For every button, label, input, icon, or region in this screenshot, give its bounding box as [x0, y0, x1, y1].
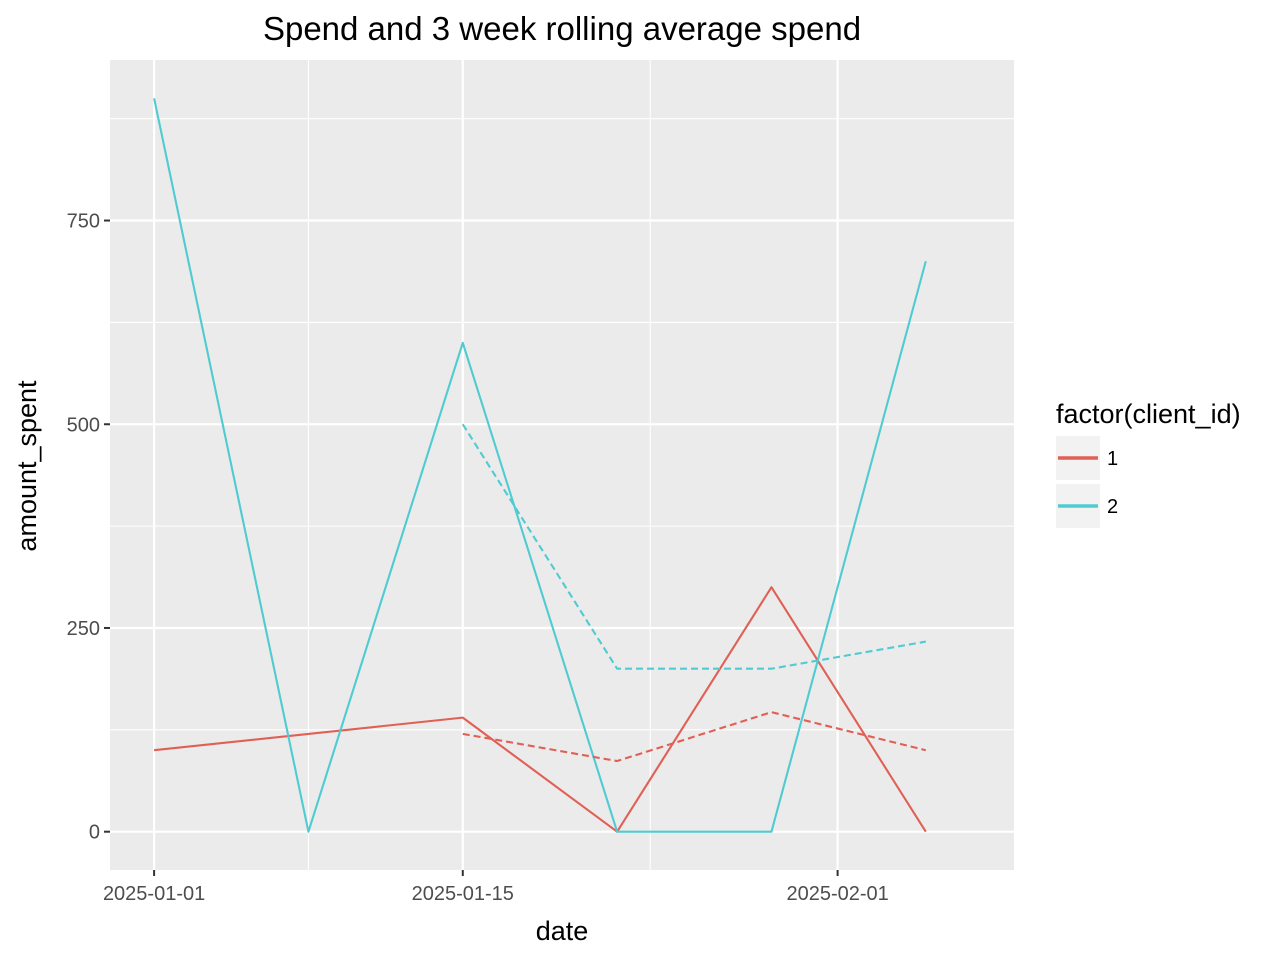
plot-panel — [110, 60, 1014, 870]
y-axis: 0 250 500 750 — [67, 211, 110, 844]
legend-label: 1 — [1107, 448, 1118, 470]
y-tick-label: 750 — [67, 211, 100, 233]
spend-line-client-2 — [153, 98, 927, 833]
x-tick-label: 2025-01-15 — [412, 883, 514, 905]
y-tick-label: 250 — [67, 618, 100, 640]
x-tick-label: 2025-02-01 — [786, 883, 888, 905]
y-tick-label: 0 — [89, 822, 100, 844]
y-axis-title: amount_spent — [12, 380, 42, 552]
minor-gridlines — [110, 60, 1014, 870]
x-axis: 2025-01-01 2025-01-15 2025-02-01 — [103, 870, 889, 905]
rolling-avg-line-client-1 — [462, 711, 927, 763]
legend: factor(client_id) 1 2 — [1056, 399, 1241, 528]
chart-title: Spend and 3 week rolling average spend — [263, 10, 861, 47]
x-tick-label: 2025-01-01 — [103, 883, 205, 905]
legend-title: factor(client_id) — [1056, 399, 1241, 429]
major-gridlines — [110, 60, 1014, 870]
y-tick-label: 500 — [67, 414, 100, 436]
x-axis-title: date — [536, 916, 589, 946]
series-lines — [153, 98, 927, 833]
rolling-avg-line-client-2 — [461, 423, 926, 670]
legend-label: 2 — [1107, 496, 1118, 518]
